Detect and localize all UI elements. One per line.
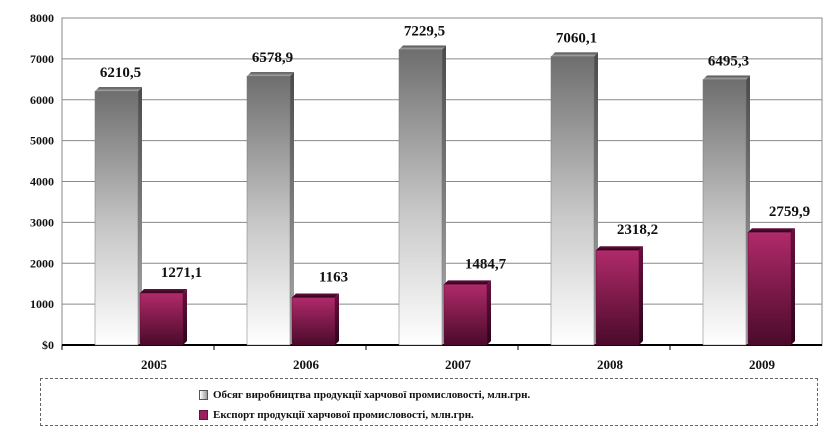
data-label: 2318,2: [617, 222, 658, 238]
x-tick-label: 2009: [749, 357, 776, 372]
bar-top: [748, 228, 795, 233]
legend-swatch-export: [199, 410, 208, 420]
data-label: 1163: [319, 269, 348, 285]
data-label: 1484,7: [465, 256, 507, 272]
data-label: 2759,9: [769, 204, 810, 220]
bar-side: [442, 45, 446, 345]
bars: [94, 45, 795, 346]
data-label: 7060,1: [556, 30, 597, 46]
legend-label-export: Експорт продукції харчової промисловості…: [213, 409, 474, 421]
data-labels: 6210,5 1271,1 6578,9 1163 7229,5 1484,7 7060,1…: [100, 23, 810, 285]
bar-side: [290, 72, 294, 345]
y-tick-label: 5000: [30, 134, 54, 148]
bar-side: [639, 246, 643, 345]
y-tick-label: 1000: [30, 297, 54, 311]
data-label: 7229,5: [404, 23, 445, 39]
bar-2009-series-2: [747, 231, 792, 346]
bar-top: [95, 87, 142, 92]
x-tick-label: 2005: [141, 357, 168, 372]
legend-label-production: Обсяг виробництва продукції харчової про…: [213, 389, 531, 401]
bar-side: [791, 228, 795, 345]
bar-top: [551, 52, 598, 57]
bar-chart: $0 1000 2000 3000 4000 5000 6000 7000 8000 2005 20…: [30, 11, 823, 372]
data-label: 6578,9: [252, 50, 293, 66]
y-tick-label: 7000: [30, 52, 54, 66]
y-tick-label: 4000: [30, 175, 54, 189]
legend-item-production: Обсяг виробництва продукції харчової про…: [199, 389, 530, 401]
bar-2007-series-1: [398, 49, 443, 346]
legend-swatch-production: [199, 390, 208, 400]
bar-side: [138, 87, 142, 345]
bar-top: [140, 289, 187, 294]
bar-2008-series-2: [595, 249, 640, 346]
bar-top: [444, 280, 491, 285]
bar-2009-series-1: [702, 79, 747, 346]
bar-side: [487, 280, 491, 345]
x-tick-label: 2006: [293, 357, 320, 372]
bar-2005-series-1: [94, 90, 139, 346]
bar-2006-series-2: [291, 297, 336, 346]
bar-2005-series-2: [139, 292, 184, 346]
bar-side: [335, 293, 339, 345]
y-tick-label: 3000: [30, 215, 54, 229]
data-label: 6495,3: [708, 54, 749, 70]
y-tick-label: 8000: [30, 11, 54, 25]
y-tick-label: 2000: [30, 256, 54, 270]
x-tick-label: 2008: [597, 357, 624, 372]
data-label: 1271,1: [161, 265, 202, 281]
data-label: 6210,5: [100, 65, 141, 81]
y-tick-label: 6000: [30, 93, 54, 107]
y-tick-label: $0: [42, 338, 54, 352]
bar-top: [596, 246, 643, 251]
bar-top: [399, 45, 446, 50]
bar-2007-series-2: [443, 284, 488, 346]
bar-2008-series-1: [550, 56, 595, 346]
bar-top: [703, 75, 750, 80]
bar-side: [183, 289, 187, 345]
bar-top: [292, 293, 339, 298]
legend-item-export: Експорт продукції харчової промисловості…: [199, 409, 474, 421]
bar-2006-series-1: [246, 75, 291, 346]
bar-top: [247, 72, 294, 77]
x-tick-label: 2007: [445, 357, 472, 372]
legend: Обсяг виробництва продукції харчової про…: [40, 378, 818, 426]
